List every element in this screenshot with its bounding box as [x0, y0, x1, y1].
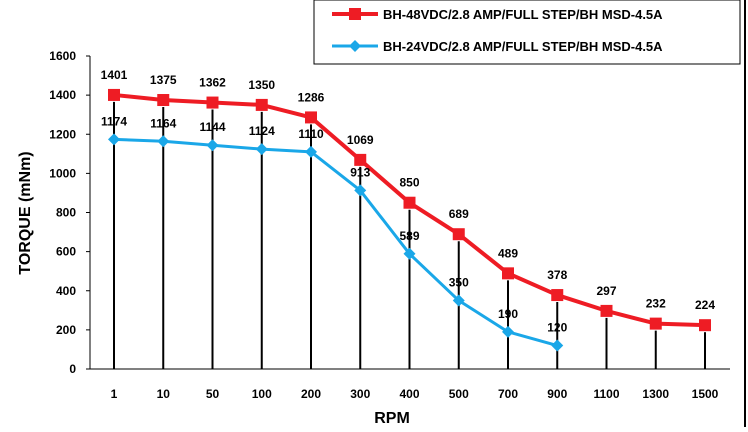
x-tick-label: 50 — [206, 387, 220, 401]
x-tick-label: 1 — [111, 387, 118, 401]
series-1-data-label: 689 — [449, 207, 469, 221]
legend-label-2: BH-24VDC/2.8 AMP/FULL STEP/BH MSD-4.5A — [383, 39, 663, 54]
series-1-data-label: 378 — [547, 268, 567, 282]
legend-marker-diamond — [349, 40, 361, 52]
series-2-point — [452, 294, 465, 307]
series-1-data-label: 1069 — [347, 133, 374, 147]
y-tick-label: 1000 — [49, 166, 76, 180]
series-2-point — [206, 139, 219, 152]
series-2-point — [305, 145, 317, 158]
series-2-data-label: 350 — [449, 276, 469, 290]
series-2-data-label: 1124 — [249, 124, 275, 138]
y-tick-label: 1400 — [49, 88, 76, 102]
y-tick-label: 600 — [56, 245, 76, 259]
series-2-data-label: 190 — [498, 307, 518, 321]
series-line-2 — [113, 137, 558, 347]
series-1-point — [452, 228, 465, 241]
x-tick-label: 1300 — [642, 387, 669, 401]
series-1-data-label: 224 — [695, 298, 715, 312]
series-1-data-label: 1401 — [101, 68, 128, 82]
series-1-point — [699, 319, 711, 332]
series-1-point — [600, 304, 613, 317]
y-tick-label: 800 — [56, 206, 76, 220]
series-2-point — [551, 339, 564, 352]
x-tick-label: 1500 — [692, 387, 719, 401]
series-1-data-label: 1286 — [298, 90, 325, 104]
y-tick-label: 400 — [56, 284, 76, 298]
series-2-data-label: 120 — [547, 321, 567, 335]
series-1-data-label: 232 — [646, 297, 666, 311]
x-tick-label: 100 — [252, 387, 272, 401]
chart-right-border — [744, 0, 746, 427]
legend-marker-square — [349, 8, 361, 20]
series-1-point — [551, 289, 564, 302]
series-2-point — [108, 133, 120, 146]
series-2-data-label: 1144 — [199, 120, 225, 134]
series-1-point — [206, 96, 219, 109]
y-axis-title: TORQUE (mNm) — [17, 151, 34, 274]
legend-label-1: BH-48VDC/2.8 AMP/FULL STEP/BH MSD-4.5A — [383, 7, 663, 22]
x-tick-label: 200 — [301, 387, 321, 401]
series-2-data-label: 1164 — [150, 116, 176, 130]
series-2-point — [403, 247, 416, 260]
series-2-point — [255, 143, 268, 156]
series-1-data-label: 489 — [498, 246, 518, 260]
series-1-point — [157, 94, 170, 107]
x-tick-label: 400 — [399, 387, 419, 401]
series-2-data-label: 1110 — [298, 127, 324, 141]
series-1-point — [305, 111, 317, 124]
x-tick-label: 700 — [498, 387, 518, 401]
series-1-data-label: 1375 — [150, 73, 177, 87]
series-1-point — [108, 88, 120, 101]
series-2-data-label: 1174 — [101, 114, 127, 128]
x-tick-label: 1100 — [593, 387, 619, 401]
series-2-point — [157, 135, 170, 148]
series-1-data-label: 297 — [596, 284, 616, 298]
x-tick-label: 300 — [350, 387, 370, 401]
x-tick-label: 900 — [547, 387, 567, 401]
series-1-point — [403, 196, 416, 209]
x-tick-label: 500 — [449, 387, 469, 401]
series-1-point — [502, 267, 514, 280]
series-2-point — [354, 184, 367, 197]
series-1-data-label: 850 — [399, 176, 419, 190]
x-axis-title: RPM — [374, 410, 410, 427]
series-2-point — [502, 325, 514, 338]
x-tick-label: 10 — [157, 387, 171, 401]
series-1-point — [354, 153, 367, 166]
series-1-data-label: 1362 — [199, 76, 226, 90]
series-1-point — [649, 317, 662, 330]
series-1-data-label: 1350 — [248, 78, 275, 92]
y-tick-label: 200 — [56, 323, 76, 337]
legend-box — [313, 0, 741, 65]
series-1-point — [255, 98, 268, 111]
y-tick-label: 1600 — [49, 49, 76, 63]
series-2-data-label: 589 — [399, 229, 419, 243]
y-tick-label: 1200 — [49, 127, 76, 141]
series-2-data-label: 913 — [350, 165, 370, 179]
y-tick-label: 0 — [69, 362, 76, 376]
